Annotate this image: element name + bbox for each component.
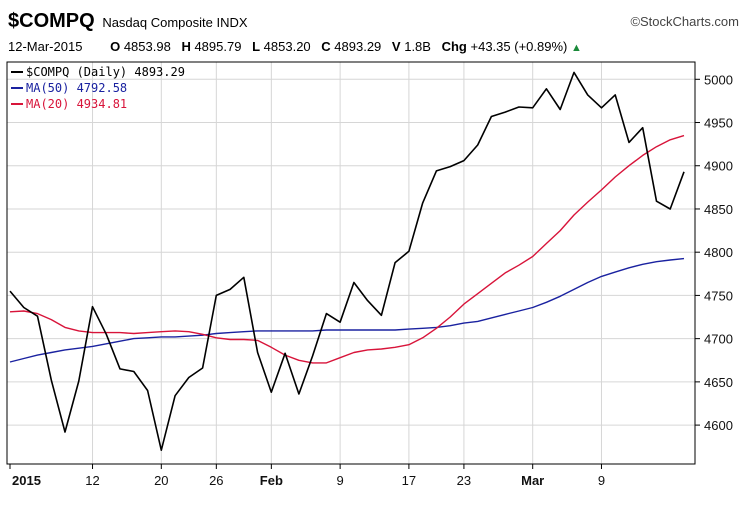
- high-value: H 4895.79: [181, 39, 241, 54]
- open-label: O: [110, 39, 121, 54]
- low-number: 4853.20: [263, 39, 311, 54]
- volume-value: V 1.8B: [392, 39, 431, 54]
- y-tick-label: 4650: [704, 375, 733, 390]
- legend-ma20-label: MA(20) 4934.81: [26, 97, 127, 111]
- volume-label: V: [391, 39, 401, 54]
- x-tick-label: Mar: [521, 473, 544, 488]
- quote-date: 12-Mar-2015: [8, 39, 83, 54]
- x-tick-label: 23: [457, 473, 471, 488]
- x-tick-label: 9: [337, 473, 344, 488]
- ma50-line: [9, 257, 685, 363]
- ma20-line: [9, 134, 685, 364]
- x-tick-label: Feb: [260, 473, 283, 488]
- chart-header: $COMPQ Nasdaq Composite INDX ©StockChart…: [8, 0, 741, 58]
- y-tick-label: 4600: [704, 418, 733, 433]
- instrument-name: Nasdaq Composite INDX: [102, 15, 248, 30]
- ticker-symbol: $COMPQ: [8, 10, 95, 32]
- low-label: L: [252, 39, 261, 54]
- x-tick-label: 2015: [12, 473, 41, 488]
- y-tick-label: 5000: [704, 72, 733, 87]
- plot-area: [7, 62, 695, 464]
- x-tick-label: 26: [209, 473, 223, 488]
- plot-frame: [6, 61, 696, 465]
- y-tick-label: 4950: [704, 116, 733, 131]
- close-number: 4893.29: [334, 39, 382, 54]
- up-triangle-icon: ▲: [570, 42, 582, 54]
- y-tick-label: 4700: [704, 332, 733, 347]
- quote-row: 12-Mar-2015 O 4853.98 H 4895.79 L 4853.2…: [8, 39, 589, 54]
- close-value: C 4893.29: [321, 39, 381, 54]
- close-label: C: [321, 39, 331, 54]
- change-label: Chg: [441, 39, 467, 54]
- brand-label[interactable]: ©StockCharts.com: [630, 14, 739, 29]
- x-tick-label: 9: [598, 473, 605, 488]
- x-tick-label: 20: [154, 473, 168, 488]
- high-label: H: [181, 39, 191, 54]
- volume-number: 1.8B: [404, 39, 431, 54]
- legend-ma50-label: MA(50) 4792.58: [26, 81, 127, 95]
- y-tick-label: 4800: [704, 245, 733, 260]
- open-value: O 4853.98: [110, 39, 171, 54]
- y-tick-label: 4850: [704, 202, 733, 217]
- x-tick-label: 12: [85, 473, 99, 488]
- change-value: Chg +43.35 (+0.89%) ▲: [442, 39, 582, 54]
- open-number: 4853.98: [123, 39, 171, 54]
- price-line: [9, 71, 685, 452]
- y-tick-label: 4900: [704, 159, 733, 174]
- price-chart[interactable]: 4600 4650 4700 4750 4800 4850 4900 4950 5000 2015…: [0, 58, 749, 506]
- title-row: $COMPQ Nasdaq Composite INDX: [8, 10, 248, 33]
- high-number: 4895.79: [194, 39, 242, 54]
- legend-price-label: $COMPQ (Daily) 4893.29: [26, 65, 185, 79]
- change-number: +43.35 (+0.89%): [470, 39, 568, 54]
- x-tick-label: 17: [402, 473, 416, 488]
- low-value: L 4853.20: [252, 39, 311, 54]
- y-tick-label: 4750: [704, 288, 733, 303]
